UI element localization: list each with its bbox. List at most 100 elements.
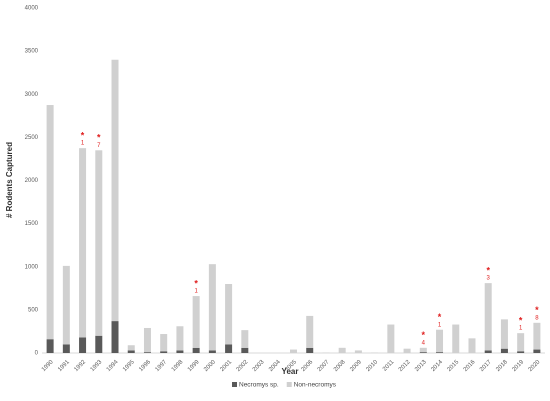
bar-segment — [208, 264, 216, 351]
annotation-label: 1 — [519, 326, 523, 332]
x-tick-label: 2013 — [414, 359, 428, 373]
x-tick-label: 2012 — [398, 359, 412, 373]
bar-segment — [533, 322, 541, 350]
x-tick-label: 2014 — [430, 359, 444, 373]
x-tick-label: 2002 — [236, 359, 250, 373]
x-tick-label: 2018 — [495, 359, 509, 373]
bar-segment — [95, 335, 103, 353]
y-tick-label: 2000 — [25, 178, 39, 184]
x-tick-label: 1999 — [187, 359, 201, 373]
bar-segment — [306, 315, 314, 348]
bar-segment — [484, 350, 492, 353]
x-tick-label: 1990 — [41, 359, 55, 373]
x-axis-title: Year — [282, 367, 299, 376]
x-tick-label: 1991 — [57, 359, 71, 373]
x-tick-label: 2008 — [333, 359, 347, 373]
x-tick-label: 2009 — [349, 359, 363, 373]
bar-segment — [306, 347, 314, 353]
bar-segment — [387, 324, 395, 353]
bar-segment — [176, 326, 184, 351]
bar-segment — [225, 344, 233, 353]
bar-segment — [62, 344, 70, 353]
annotation-mark: * — [438, 312, 442, 322]
x-tick-label: 2017 — [479, 359, 493, 373]
annotation-mark: * — [486, 266, 490, 276]
bar-segment — [127, 345, 135, 351]
x-tick-label: 2011 — [382, 359, 396, 373]
bar-segment — [290, 349, 297, 353]
bar-segment — [79, 337, 87, 353]
legend-swatch — [286, 382, 292, 387]
annotation-label: 4 — [422, 340, 426, 346]
bar-segment — [517, 351, 525, 353]
y-axis-title: # Rodents Captured — [5, 142, 14, 218]
bar-segment — [160, 334, 168, 352]
x-tick-label: 1996 — [138, 359, 152, 373]
y-tick-label: 2500 — [25, 135, 39, 141]
bar-segment — [436, 352, 444, 353]
bar-segment — [338, 347, 346, 353]
bar-segment — [403, 348, 411, 353]
annotation-mark: * — [519, 316, 523, 326]
legend-label: Necromys sp. — [239, 382, 279, 389]
x-tick-label: 2003 — [252, 359, 266, 373]
bar-segment — [354, 350, 362, 353]
bar-segment — [143, 352, 151, 353]
annotation-mark: * — [194, 278, 198, 288]
y-tick-label: 1500 — [25, 221, 39, 227]
x-tick-label: 2006 — [301, 359, 315, 373]
x-tick-label: 1994 — [106, 359, 120, 373]
bar-segment — [419, 352, 427, 353]
bar-segment — [95, 150, 103, 336]
annotation-label: 1 — [81, 141, 85, 147]
bar-segment — [192, 296, 200, 348]
x-tick-label: 2010 — [365, 359, 379, 373]
x-tick-label: 1993 — [90, 359, 104, 373]
y-tick-label: 3500 — [25, 49, 39, 55]
x-tick-label: 2015 — [447, 359, 461, 373]
bar-segment — [192, 347, 200, 353]
y-tick-label: 1000 — [25, 264, 39, 270]
x-tick-label: 1997 — [155, 359, 169, 373]
bar-segment — [500, 348, 508, 353]
bar-segment — [127, 350, 135, 353]
x-tick-label: 2001 — [219, 359, 233, 373]
bar-segment — [62, 265, 70, 345]
bar-segment — [111, 321, 119, 353]
bar-segment — [452, 324, 460, 353]
x-tick-label: 1998 — [171, 359, 185, 373]
bar-segment — [241, 347, 249, 353]
annotation-label: 1 — [194, 289, 198, 295]
x-tick-label: 2019 — [512, 359, 526, 373]
bar-segment — [46, 105, 54, 340]
annotation-mark: * — [81, 131, 85, 141]
legend-label: Non-necromys — [294, 382, 337, 389]
annotation-label: 3 — [487, 276, 491, 282]
x-tick-label: 2020 — [528, 359, 542, 373]
bar-segment — [517, 333, 525, 352]
bar-segment — [419, 347, 427, 353]
annotation-mark: * — [535, 305, 539, 315]
bar-segment — [241, 330, 249, 348]
y-tick-label: 3000 — [25, 92, 39, 98]
x-tick-label: 2007 — [317, 359, 331, 373]
bar-segment — [79, 148, 87, 338]
x-tick-label: 2000 — [203, 359, 217, 373]
annotation-label: 7 — [97, 143, 101, 149]
bar-segment — [533, 349, 541, 353]
bar-segment — [160, 351, 168, 353]
x-tick-label: 1995 — [122, 359, 136, 373]
bar-segment — [111, 59, 119, 322]
y-tick-label: 500 — [28, 307, 39, 313]
bar-segment — [500, 319, 508, 349]
x-tick-label: 2004 — [268, 359, 282, 373]
bar-segment — [468, 338, 476, 353]
annotation-mark: * — [97, 133, 101, 143]
bar-segment — [46, 339, 54, 353]
bar-segment — [225, 284, 233, 345]
annotation-mark: * — [422, 330, 426, 340]
y-tick-label: 4000 — [25, 6, 39, 12]
bar-segment — [484, 283, 492, 351]
y-tick-label: 0 — [35, 351, 39, 357]
